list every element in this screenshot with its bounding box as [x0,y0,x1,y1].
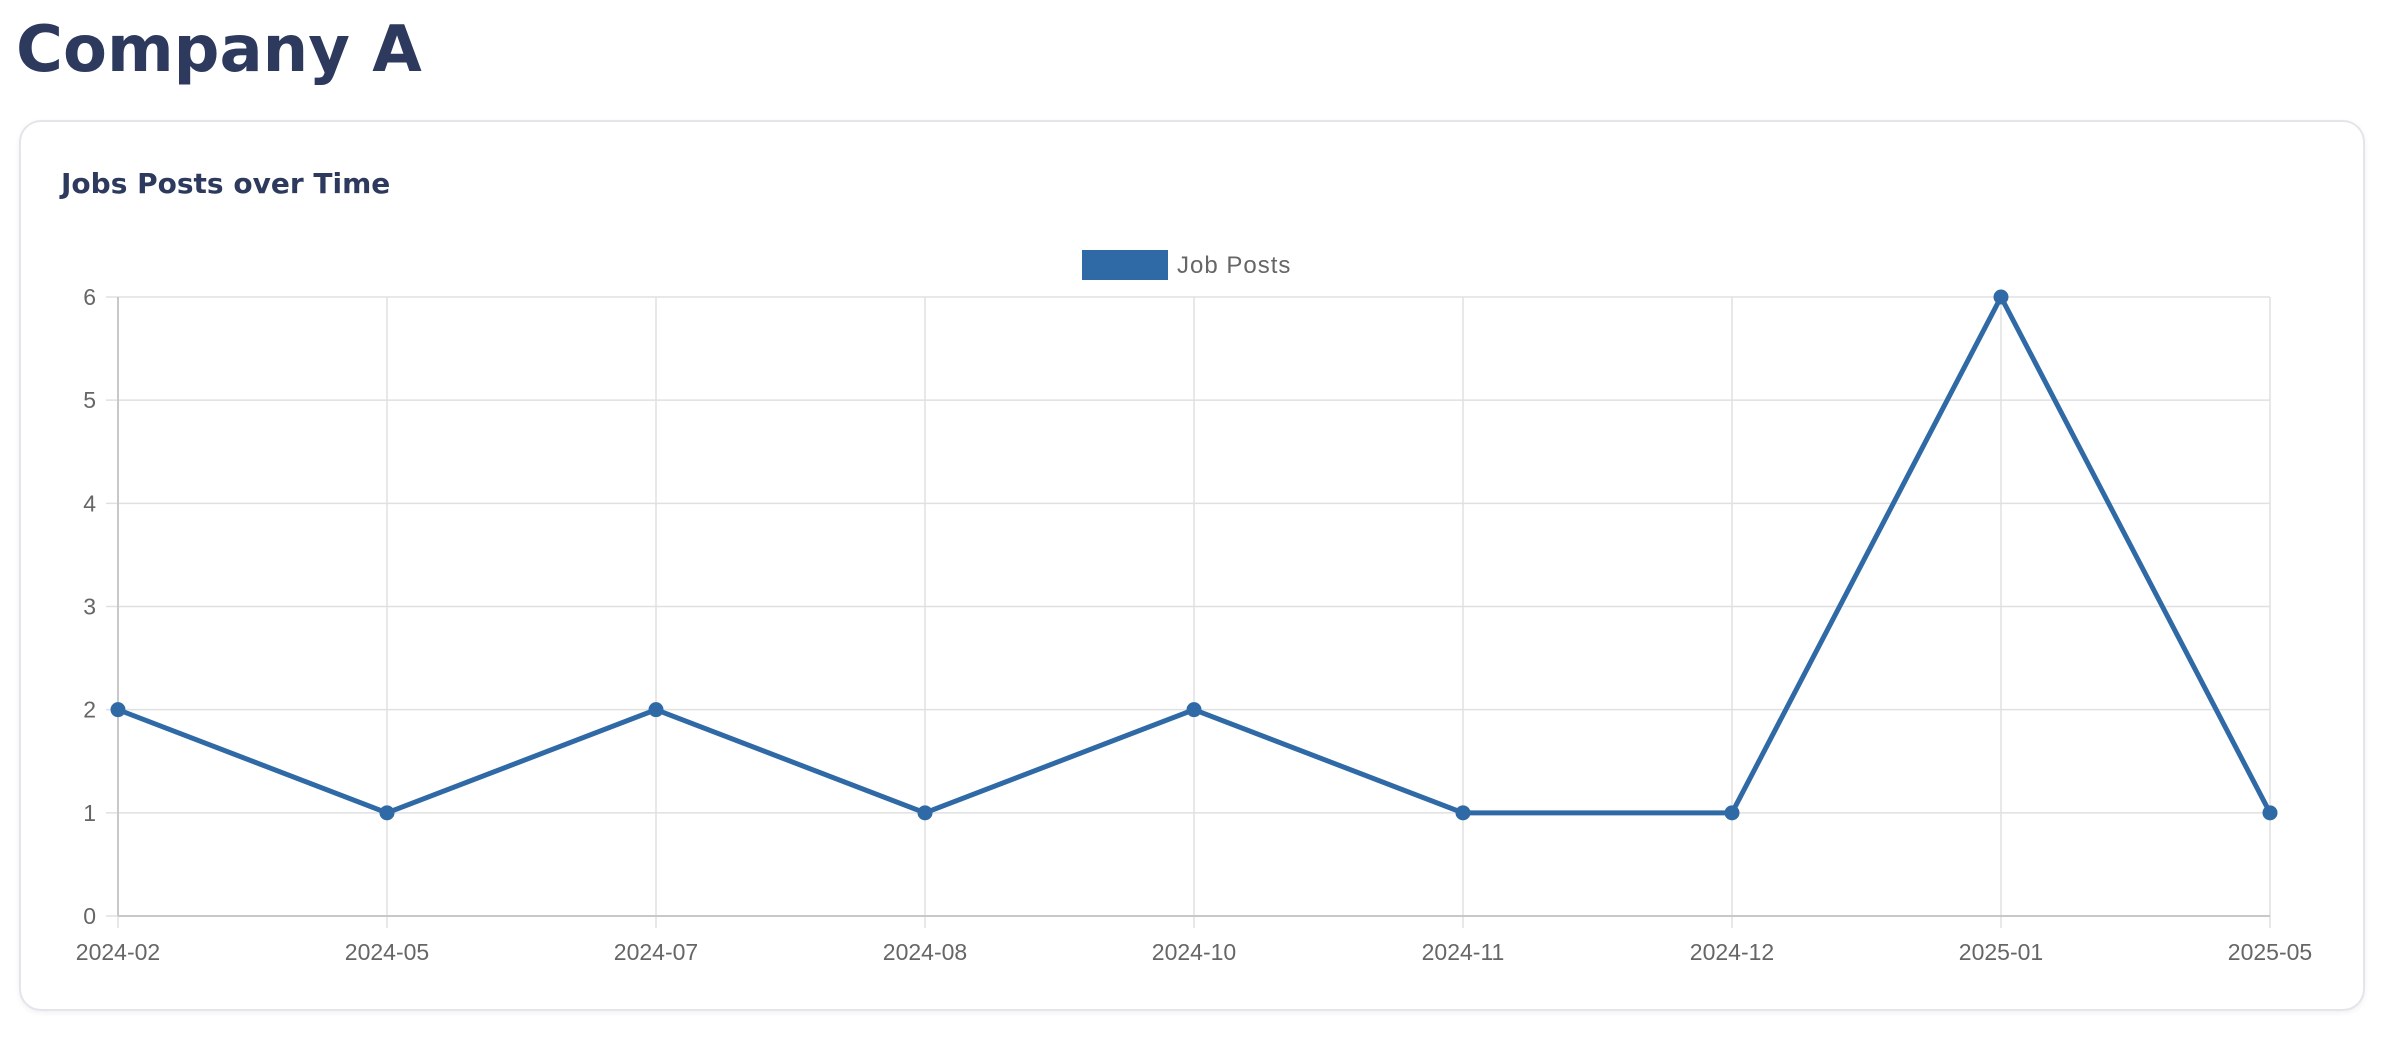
x-tick-label: 2024-02 [76,939,160,965]
x-tick-label: 2024-12 [1690,939,1774,965]
chart-card-title: Jobs Posts over Time [61,167,391,200]
data-point[interactable] [110,702,126,718]
data-point[interactable] [917,805,933,821]
x-tick-label: 2024-08 [883,939,967,965]
x-tick-label: 2024-10 [1152,939,1236,965]
data-point[interactable] [379,805,395,821]
chart-card: Jobs Posts over Time [19,120,2365,1011]
chart-series [110,289,2278,821]
y-tick-label: 6 [83,284,96,310]
x-tick-label: 2025-05 [2228,939,2312,965]
data-point[interactable] [1993,289,2009,305]
y-tick-label: 3 [83,594,96,620]
chart-grid [106,296,2271,928]
page-title: Company A [16,13,422,87]
x-tick-label: 2025-01 [1959,939,2043,965]
y-tick-label: 0 [83,903,96,929]
y-tick-label: 1 [83,800,96,826]
chart-axes: 0 1 2 3 4 5 6 2024-02 2024-05 2024-07 2024-08 2024-… [76,284,2312,965]
x-tick-label: 2024-07 [614,939,698,965]
data-point[interactable] [1186,702,1202,718]
data-point[interactable] [648,702,664,718]
chart-legend[interactable]: Job Posts [1082,250,1291,280]
data-point[interactable] [2262,805,2278,821]
data-point[interactable] [1455,805,1471,821]
y-tick-label: 2 [83,697,96,723]
x-tick-label: 2024-11 [1422,939,1505,965]
y-tick-label: 5 [83,387,96,413]
data-point[interactable] [1724,805,1740,821]
legend-label[interactable]: Job Posts [1177,252,1291,279]
y-tick-label: 4 [83,490,96,516]
legend-swatch[interactable] [1082,250,1168,280]
x-tick-label: 2024-05 [345,939,429,965]
